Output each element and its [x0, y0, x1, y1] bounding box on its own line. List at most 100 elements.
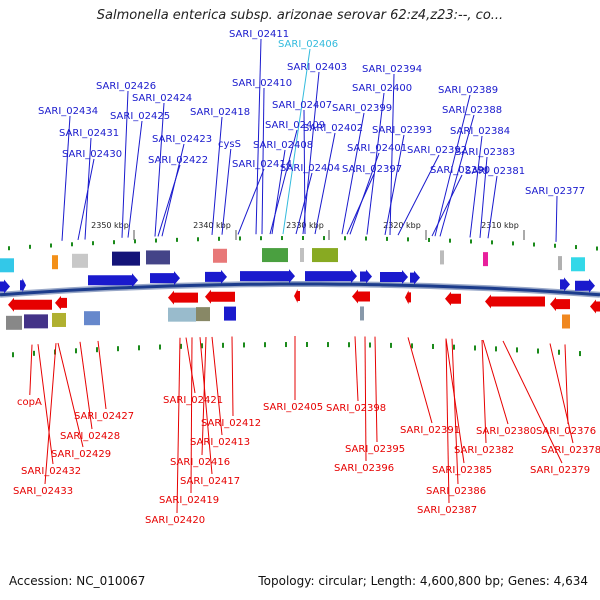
gene-label-top[interactable]: SARI_02431: [59, 128, 119, 139]
gene-label-top[interactable]: SARI_02393: [372, 125, 432, 136]
gene-label-top[interactable]: SARI_02397: [342, 164, 402, 175]
feature-block[interactable]: [24, 314, 48, 329]
gene-label-top[interactable]: SARI_02384: [450, 126, 510, 137]
gene-label-bottom[interactable]: SARI_02386: [426, 486, 486, 497]
gene-label-bottom[interactable]: copA: [17, 397, 42, 408]
forward-gene-arrow[interactable]: [150, 271, 180, 286]
gene-label-bottom[interactable]: SARI_02412: [201, 418, 261, 429]
gene-label-top[interactable]: SARI_02414: [232, 159, 292, 170]
reverse-gene-arrow[interactable]: [550, 297, 570, 312]
gene-label-top[interactable]: SARI_02388: [442, 105, 502, 116]
gene-label-top[interactable]: SARI_02434: [38, 106, 98, 117]
forward-gene-arrow[interactable]: [305, 269, 357, 284]
gene-label-bottom[interactable]: SARI_02421: [163, 395, 223, 406]
gene-label-top[interactable]: SARI_02392: [407, 145, 467, 156]
feature-block[interactable]: [562, 314, 570, 329]
feature-block[interactable]: [300, 248, 304, 263]
feature-block[interactable]: [224, 306, 236, 321]
gene-label-top[interactable]: SARI_02390: [430, 165, 490, 176]
gene-label-top[interactable]: SARI_02411: [229, 30, 289, 40]
feature-block[interactable]: [6, 315, 22, 330]
gene-label-bottom[interactable]: SARI_02413: [190, 437, 250, 448]
reverse-gene-arrow[interactable]: [485, 294, 545, 309]
gene-label-top[interactable]: SARI_02406: [278, 39, 338, 50]
reverse-gene-arrow[interactable]: [205, 289, 235, 304]
feature-block[interactable]: [312, 248, 338, 263]
reverse-gene-arrow[interactable]: [55, 295, 67, 310]
forward-gene-arrow[interactable]: [88, 273, 138, 288]
reverse-gene-arrow[interactable]: [8, 297, 52, 312]
gene-label-top[interactable]: SARI_02408: [253, 140, 313, 151]
gene-label-bottom[interactable]: SARI_02427: [74, 411, 134, 422]
gene-label-top[interactable]: SARI_02403: [287, 62, 347, 73]
feature-block[interactable]: [112, 251, 140, 266]
gene-label-top[interactable]: SARI_02426: [96, 81, 156, 92]
gene-label-top[interactable]: SARI_02389: [438, 85, 498, 96]
gene-label-bottom[interactable]: SARI_02382: [454, 445, 514, 456]
forward-gene-arrow[interactable]: [560, 277, 570, 292]
gene-label-bottom[interactable]: SARI_02429: [51, 449, 111, 460]
gene-label-bottom[interactable]: SARI_02385: [432, 465, 492, 476]
reverse-gene-arrow[interactable]: [405, 290, 411, 305]
gene-label-bottom[interactable]: SARI_02396: [334, 463, 394, 474]
feature-block[interactable]: [84, 311, 100, 326]
gene-label-top[interactable]: SARI_02399: [332, 103, 392, 114]
feature-block[interactable]: [571, 257, 585, 272]
forward-gene-arrow[interactable]: [0, 279, 10, 294]
gene-label-bottom[interactable]: SARI_02405: [263, 402, 323, 413]
gene-label-bottom[interactable]: SARI_02378: [541, 445, 600, 456]
gene-label-top[interactable]: SARI_02407: [272, 100, 332, 111]
gene-label-top[interactable]: SARI_02422: [148, 155, 208, 166]
gene-label-bottom[interactable]: SARI_02391: [400, 425, 460, 436]
gene-label-top[interactable]: SARI_02410: [232, 78, 292, 89]
forward-gene-arrow[interactable]: [360, 269, 372, 284]
gene-label-bottom[interactable]: SARI_02376: [536, 426, 596, 437]
reverse-gene-arrow[interactable]: [445, 291, 461, 306]
forward-gene-arrow[interactable]: [20, 278, 26, 293]
feature-block[interactable]: [360, 306, 364, 321]
feature-block[interactable]: [558, 256, 562, 271]
feature-block[interactable]: [262, 248, 288, 263]
gene-label-bottom[interactable]: SARI_02417: [180, 476, 240, 487]
gene-label-top[interactable]: SARI_02401: [347, 143, 407, 154]
forward-gene-arrow[interactable]: [410, 270, 420, 285]
reverse-gene-arrow[interactable]: [168, 290, 198, 305]
reverse-gene-arrow[interactable]: [352, 289, 370, 304]
gene-label-top[interactable]: SARI_02425: [110, 111, 170, 122]
gene-label-top[interactable]: SARI_02423: [152, 134, 212, 145]
feature-block[interactable]: [483, 252, 488, 267]
gene-label-top[interactable]: SARI_02430: [62, 149, 122, 160]
feature-block[interactable]: [146, 250, 170, 265]
gene-label-bottom[interactable]: SARI_02420: [145, 515, 205, 526]
feature-block[interactable]: [213, 248, 227, 263]
feature-block[interactable]: [196, 307, 210, 322]
gene-label-bottom[interactable]: SARI_02416: [170, 457, 230, 468]
forward-gene-arrow[interactable]: [575, 278, 595, 293]
gene-label-top[interactable]: SARI_02424: [132, 93, 192, 104]
gene-label-top[interactable]: SARI_02377: [525, 186, 585, 197]
feature-block[interactable]: [52, 312, 66, 327]
gene-label-bottom[interactable]: SARI_02419: [159, 495, 219, 506]
gene-label-bottom[interactable]: SARI_02398: [326, 403, 386, 414]
forward-gene-arrow[interactable]: [205, 269, 227, 284]
feature-block[interactable]: [52, 255, 58, 270]
feature-block[interactable]: [72, 253, 88, 268]
gene-label-bottom[interactable]: SARI_02432: [21, 466, 81, 477]
gene-label-top[interactable]: SARI_02381: [465, 166, 525, 177]
gene-label-bottom[interactable]: SARI_02380: [476, 426, 536, 437]
reverse-gene-arrow[interactable]: [590, 299, 600, 314]
gene-label-bottom[interactable]: SARI_02428: [60, 431, 120, 442]
gene-label-bottom[interactable]: SARI_02395: [345, 444, 405, 455]
reverse-gene-arrow[interactable]: [294, 289, 300, 304]
gene-label-top[interactable]: SARI_02418: [190, 107, 250, 118]
gene-label-top[interactable]: SARI_02383: [455, 147, 515, 158]
forward-gene-arrow[interactable]: [380, 270, 408, 285]
gene-label-top[interactable]: SARI_02402: [303, 123, 363, 134]
gene-label-bottom[interactable]: SARI_02379: [530, 465, 590, 476]
gene-label-bottom[interactable]: SARI_02433: [13, 486, 73, 497]
gene-label-top[interactable]: SARI_02404: [280, 163, 340, 174]
feature-block[interactable]: [0, 258, 14, 273]
forward-gene-arrow[interactable]: [240, 269, 295, 284]
feature-block[interactable]: [168, 307, 196, 322]
